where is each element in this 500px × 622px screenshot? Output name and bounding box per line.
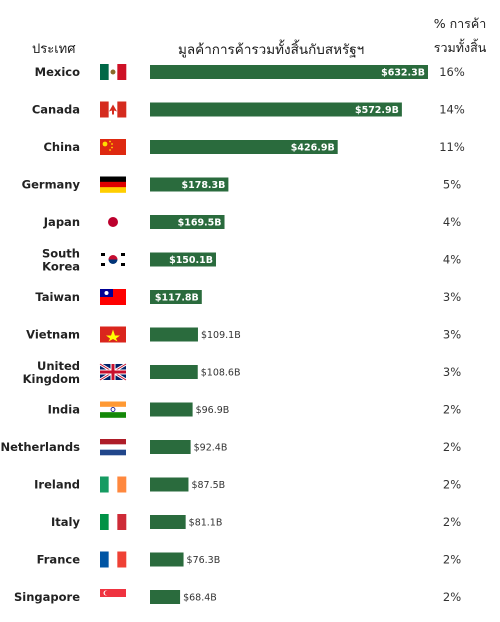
bar-india [150, 402, 193, 417]
country-label-italy: Italy [51, 515, 80, 529]
share-label-china: 11% [439, 140, 465, 154]
country-label-germany: Germany [22, 178, 81, 192]
vietnam-flag-icon [100, 326, 126, 343]
share-label-canada: 14% [439, 103, 465, 117]
value-label-netherlands: $92.4B [194, 443, 228, 454]
bar-japan [150, 215, 225, 229]
value-label-france: $76.3B [187, 555, 221, 566]
italy-flag-icon [100, 514, 127, 530]
bar-france [150, 552, 184, 567]
bar-germany [150, 177, 229, 192]
value-label-south-korea: $150.1B [169, 255, 213, 266]
share-label-taiwan: 3% [443, 290, 461, 304]
share-label-france: 2% [443, 553, 461, 567]
singapore-flag-icon [100, 589, 126, 606]
share-label-united-kingdom: 3% [443, 365, 461, 379]
bar-singapore [150, 590, 181, 604]
value-label-ireland: $87.5B [191, 480, 225, 491]
share-label-japan: 4% [443, 215, 461, 229]
value-label-singapore: $68.4B [183, 593, 217, 604]
country-label-netherlands: Netherlands [0, 440, 80, 454]
value-label-china: $426.9B [291, 143, 335, 154]
country-column-header: ประเทศ [32, 42, 76, 57]
country-label-ireland: Ireland [34, 478, 80, 492]
bar-united-kingdom [150, 365, 198, 379]
china-flag-icon [100, 139, 126, 155]
share-header-line1: % การค้า [433, 16, 487, 31]
country-label-japan: Japan [43, 215, 80, 229]
bar-mexico [150, 65, 428, 79]
bar-vietnam [150, 327, 198, 342]
share-label-south-korea: 4% [443, 253, 461, 267]
canada-flag-icon [100, 101, 127, 118]
ireland-flag-icon [100, 476, 127, 493]
country-label-india: India [48, 403, 80, 417]
share-label-mexico: 16% [439, 65, 465, 79]
country-label-taiwan: Taiwan [35, 290, 80, 304]
share-label-ireland: 2% [443, 478, 461, 492]
share-label-netherlands: 2% [443, 440, 461, 454]
value-label-italy: $81.1B [189, 518, 223, 529]
share-label-vietnam: 3% [443, 328, 461, 342]
france-flag-icon [100, 551, 127, 568]
bar-south-korea [150, 252, 216, 267]
share-column-header: % การค้า รวมทั้งสิ้น [420, 12, 500, 60]
bar-ireland [150, 477, 189, 492]
country-label-south-korea: South Korea [42, 247, 80, 274]
bar-taiwan [150, 290, 202, 304]
taiwan-flag-icon [100, 289, 126, 305]
share-label-germany: 5% [443, 178, 461, 192]
value-label-mexico: $632.3B [381, 68, 425, 79]
country-label-vietnam: Vietnam [26, 328, 80, 342]
bar-netherlands [150, 440, 191, 454]
bar-canada [150, 102, 402, 117]
country-label-china: China [43, 140, 80, 154]
share-label-india: 2% [443, 403, 461, 417]
value-label-vietnam: $109.1B [201, 330, 241, 341]
netherlands-flag-icon [100, 439, 126, 456]
value-label-india: $96.9B [196, 405, 230, 416]
share-header-line2: รวมทั้งสิ้น [433, 40, 487, 55]
trade-value-column-header: มูลค้าการค้ารวมทั้งสิ้นกับสหรัฐฯ [178, 42, 365, 58]
india-flag-icon [100, 401, 126, 418]
south-korea-flag-icon [100, 251, 126, 268]
value-label-canada: $572.9B [355, 105, 399, 116]
value-label-germany: $178.3B [181, 180, 225, 191]
value-label-taiwan: $117.8B [155, 293, 199, 304]
share-label-italy: 2% [443, 515, 461, 529]
country-label-canada: Canada [32, 103, 80, 117]
mexico-flag-icon [100, 64, 127, 80]
share-label-singapore: 2% [443, 590, 461, 604]
value-label-united-kingdom: $108.6B [201, 368, 241, 379]
bar-china [150, 140, 338, 154]
value-label-japan: $169.5B [178, 218, 222, 229]
country-label-united-kingdom: United Kingdom [23, 359, 80, 386]
germany-flag-icon [100, 176, 126, 193]
country-label-singapore: Singapore [14, 590, 80, 604]
uk-flag-icon [99, 362, 127, 382]
japan-flag-icon [100, 214, 126, 230]
country-label-mexico: Mexico [35, 65, 80, 79]
country-label-france: France [37, 553, 81, 567]
bar-italy [150, 515, 186, 529]
